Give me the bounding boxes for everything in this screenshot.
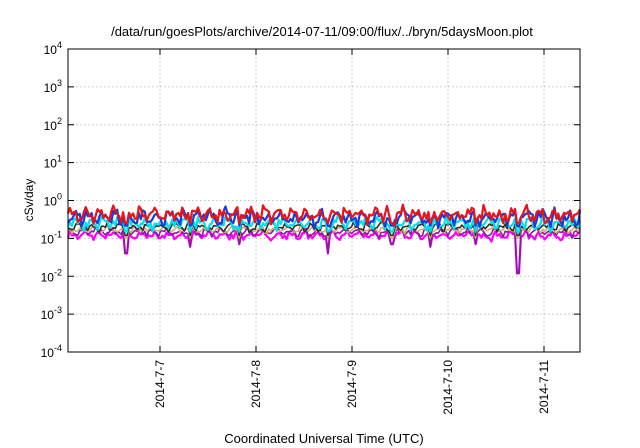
y-tick-exponent: 2 (57, 116, 62, 126)
y-tick-exponent: 0 (57, 192, 62, 202)
x-tick-label: 2014-7-9 (345, 360, 359, 408)
series-line (66, 228, 581, 275)
series-line (67, 205, 582, 230)
y-tick-label: 10-1 (41, 229, 62, 246)
y-tick-label: 100 (44, 192, 62, 209)
x-tick-label: 2014-7-11 (537, 360, 551, 414)
y-tick-label: 101 (44, 154, 62, 171)
x-tick-label: 2014-7-8 (249, 360, 263, 408)
x-tick-label: 2014-7-7 (153, 360, 167, 408)
y-tick-exponent: 4 (57, 40, 62, 50)
x-tick-label: 2014-7-10 (441, 360, 455, 415)
y-tick-label: 102 (44, 116, 62, 133)
y-tick-exponent: -1 (54, 229, 62, 239)
y-tick-exponent: -4 (54, 343, 62, 353)
y-tick-exponent: -3 (54, 305, 62, 315)
x-axis: 2014-7-7 2014-7-8 2014-7-9 2014-7-10 2014-7-… (153, 49, 551, 415)
y-tick-label: 103 (44, 78, 62, 95)
x-axis-label: Coordinated Universal Time (UTC) (224, 431, 423, 446)
grid-lines (68, 49, 580, 352)
chart-title: /data/run/goesPlots/archive/2014-07-11/0… (111, 24, 533, 39)
series-line (66, 203, 581, 227)
y-tick-label: 10-4 (41, 343, 62, 360)
y-tick-exponent: -2 (54, 267, 62, 277)
y-tick-exponent: 1 (57, 154, 62, 164)
y-axis-label: cSv/day (22, 179, 36, 222)
series-layer (66, 203, 582, 275)
y-tick-label: 10-2 (41, 267, 62, 284)
y-tick-label: 104 (44, 40, 62, 57)
y-tick-label: 10-3 (41, 305, 62, 322)
y-tick-exponent: 3 (57, 78, 62, 88)
